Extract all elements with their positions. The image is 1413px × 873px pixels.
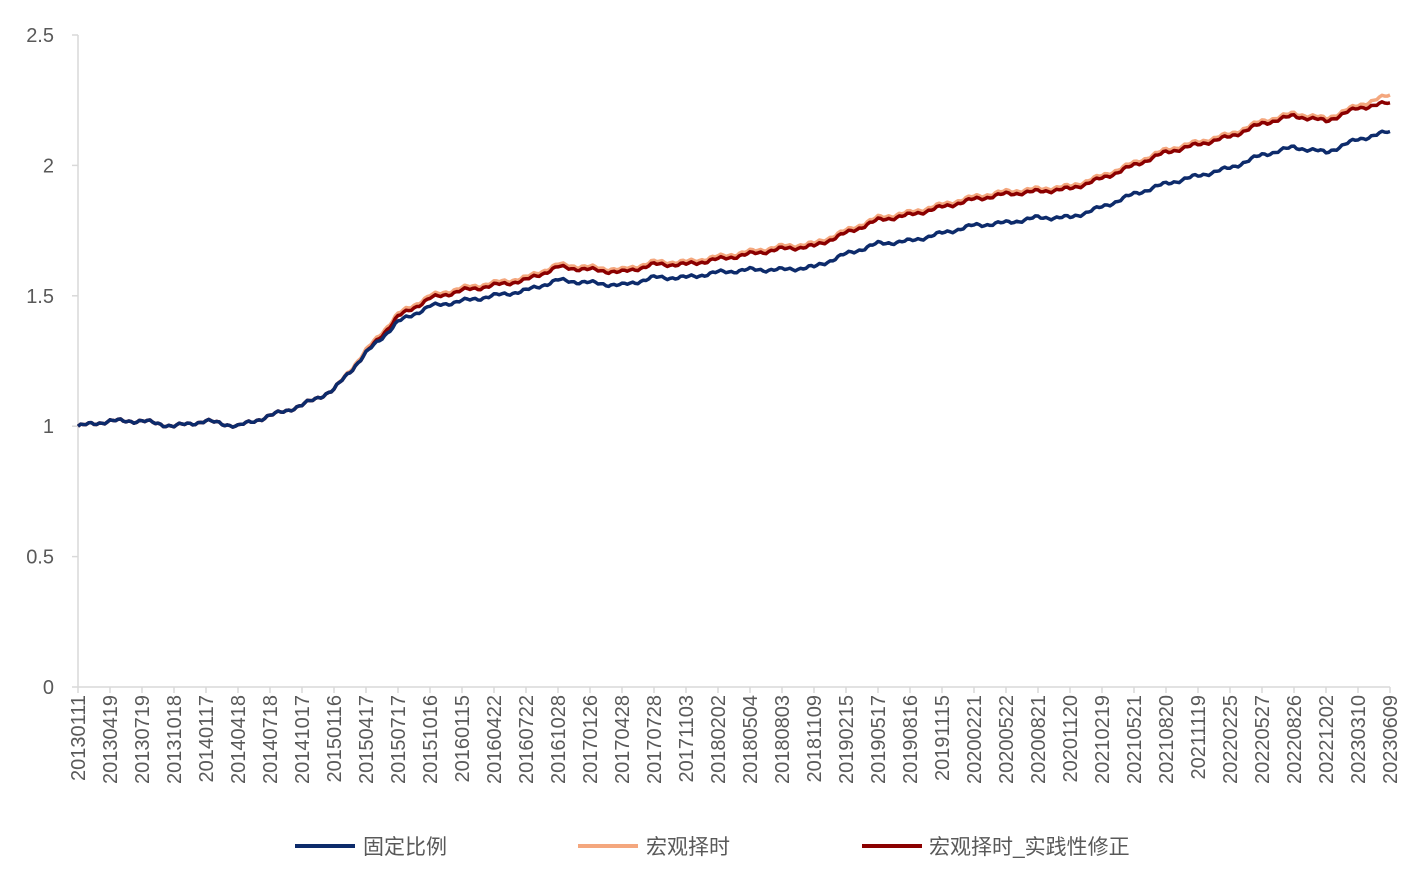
x-tick-label: 20170428 (612, 695, 634, 784)
x-tick-label: 20191115 (932, 695, 954, 781)
x-tick-label: 20150717 (388, 695, 410, 784)
x-tick-label: 20160115 (452, 695, 474, 783)
x-tick-label: 20221202 (1316, 695, 1338, 784)
x-tick-label: 20210219 (1092, 695, 1114, 784)
x-tick-label: 20211119 (1188, 695, 1210, 780)
y-tick-label: 1 (43, 416, 54, 438)
legend: 固定比例 宏观择时 宏观择时_实践性修正 (295, 836, 1130, 859)
x-tick-label: 20140418 (228, 695, 250, 784)
x-tick-label: 20160722 (516, 695, 538, 784)
x-tick-label: 20200221 (964, 695, 986, 784)
y-tick-label: 0.5 (26, 547, 54, 569)
x-tick-label: 20210521 (1124, 695, 1146, 784)
x-tick-label: 20171103 (676, 695, 698, 783)
y-tick-label: 2.5 (26, 25, 54, 47)
x-tick-label: 20130111 (68, 695, 90, 781)
x-tick-label: 20230609 (1380, 695, 1402, 784)
x-tick-label: 20140117 (196, 695, 218, 783)
x-tick-label: 20201120 (1060, 695, 1082, 783)
y-tick-label: 0 (43, 677, 54, 699)
legend-label-1: 宏观择时 (646, 836, 730, 859)
x-tick-label: 20160422 (484, 695, 506, 784)
y-axis: 0 0.5 1 1.5 2 2.5 (26, 25, 79, 699)
x-tick-label: 20140718 (260, 695, 282, 784)
x-tick-label: 20190816 (900, 695, 922, 784)
x-tick-label: 20150417 (356, 695, 378, 784)
legend-label-2: 宏观择时_实践性修正 (929, 836, 1130, 859)
x-tick-label: 20190517 (868, 695, 890, 784)
x-tick-label: 20130419 (100, 695, 122, 784)
x-tick-label: 20230310 (1348, 695, 1370, 784)
x-tick-label: 20170126 (580, 695, 602, 784)
x-tick-label: 20220826 (1284, 695, 1306, 784)
x-tick-label: 20220225 (1220, 695, 1242, 784)
x-tick-label: 20200821 (1028, 695, 1050, 784)
y-tick-label: 2 (43, 155, 54, 177)
x-tick-label: 20220527 (1252, 695, 1274, 784)
x-tick-label: 20180803 (772, 695, 794, 784)
x-tick-label: 20141017 (292, 695, 314, 784)
x-tick-label: 20151016 (420, 695, 442, 784)
series-line-2 (76, 100, 1391, 429)
x-tick-label: 20130719 (132, 695, 154, 784)
y-tick-label: 1.5 (26, 286, 54, 308)
x-tick-label: 20170728 (644, 695, 666, 784)
x-tick-label: 20180504 (740, 695, 762, 784)
x-tick-label: 20131018 (164, 695, 186, 784)
x-tick-label: 20181109 (804, 695, 826, 783)
x-tick-label: 20200522 (996, 695, 1018, 784)
x-tick-label: 20210820 (1156, 695, 1178, 784)
legend-label-0: 固定比例 (363, 836, 447, 859)
x-axis: 20130111 20130419 20130719 20131018 20140117… (68, 686, 1402, 784)
x-tick-label: 20150116 (324, 695, 346, 783)
plot-area (76, 93, 1391, 429)
x-tick-label: 20161028 (548, 695, 570, 784)
x-tick-label: 20190215 (836, 695, 858, 784)
series-line-0 (76, 129, 1391, 429)
x-tick-label: 20180202 (708, 695, 730, 784)
